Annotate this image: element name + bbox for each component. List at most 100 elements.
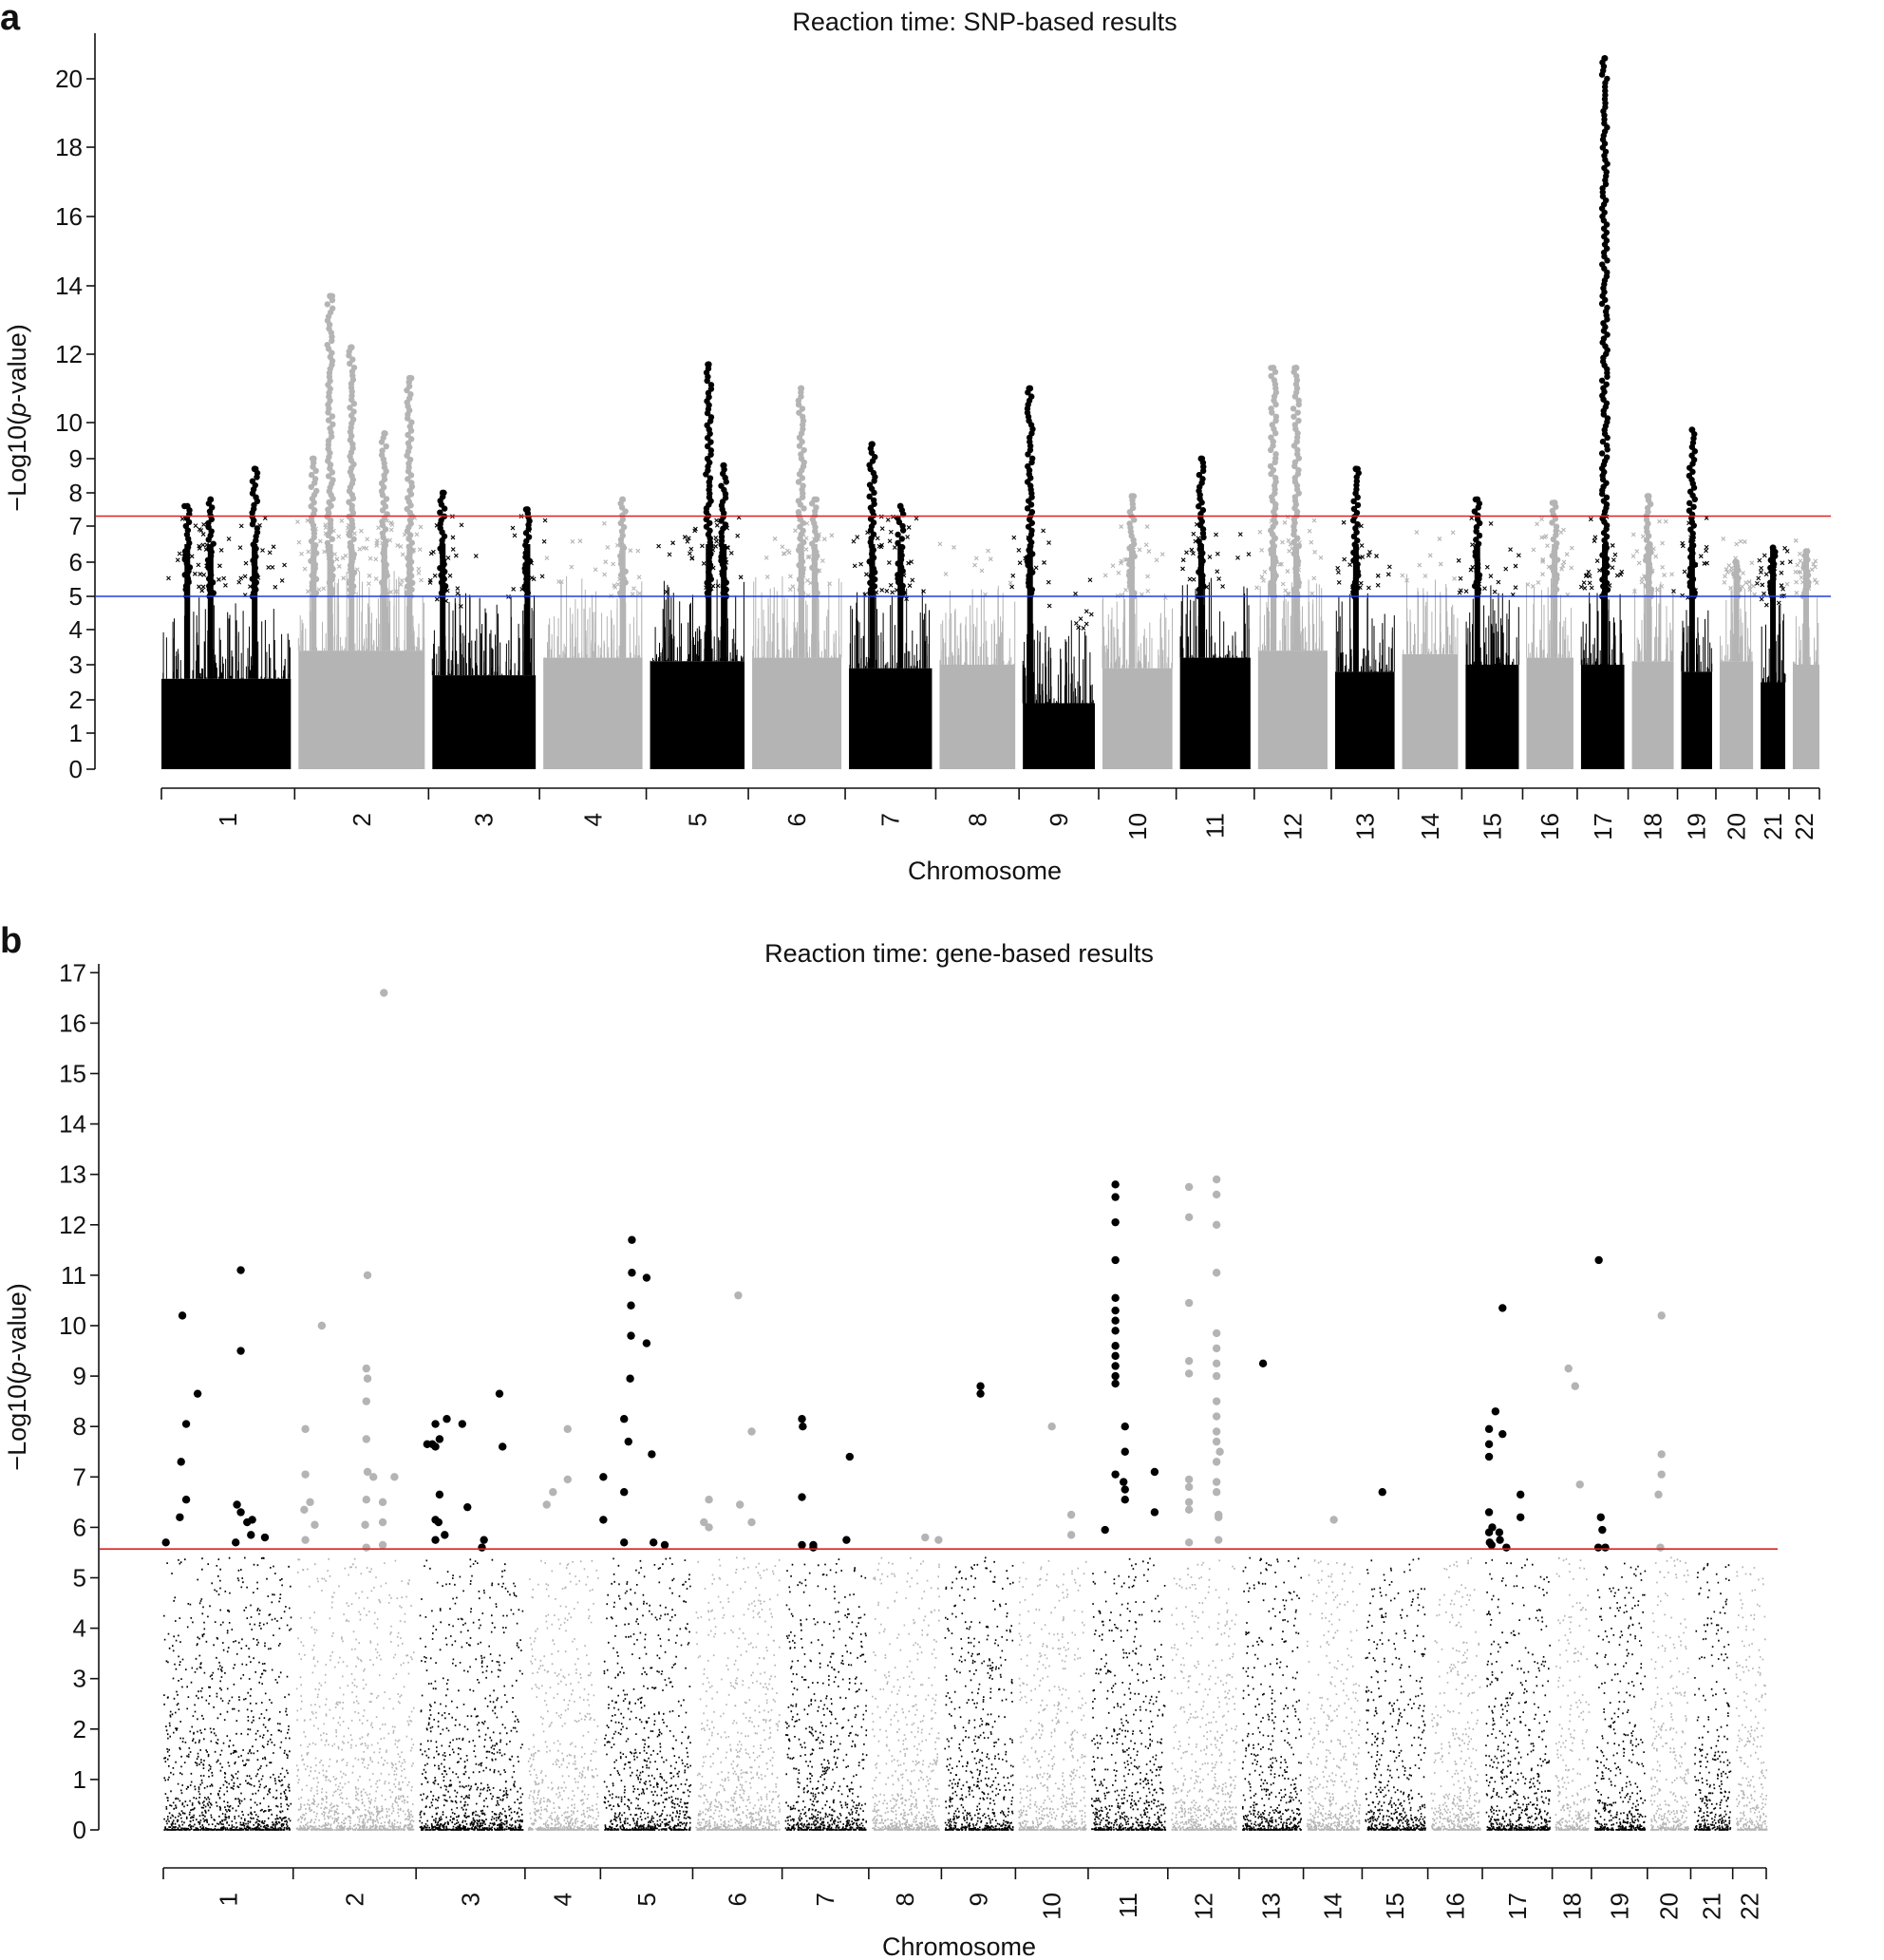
snp-cross [417,547,423,552]
significant-gene-chr-15 [1378,1488,1386,1497]
snp-cross [1705,560,1709,566]
snp-cross [1458,588,1463,594]
snp-cross [1657,518,1662,524]
peak-chr-2 [295,455,335,651]
chr-18-dense-snps [1631,661,1674,769]
snp-cross [1027,540,1032,546]
peak-tower [869,544,876,669]
snp-cross [1636,560,1642,566]
significant-gene-chr-19 [1601,1543,1610,1552]
peak-top-snp [1128,493,1136,499]
peak-top-snp [183,502,191,510]
snp-cross [1660,540,1665,546]
significant-gene-chr-18 [1571,1382,1579,1390]
snp-cross [1630,554,1636,559]
snp-cross [1586,569,1592,575]
chr-18-genes [1554,1556,1591,1831]
snp-cross [1081,626,1086,631]
snp-cross [1359,523,1364,529]
snp-cross [1612,552,1618,557]
snp-cross [1813,558,1818,564]
peak-top-snp [896,502,904,510]
snp-cross [1293,539,1299,545]
panel-a-x-tick-label: 4 [578,813,607,826]
snp-cross [816,537,821,541]
snp-cross [874,590,879,595]
panel-a-y-label-italic: p [3,403,31,418]
peak-snp [329,305,336,311]
panel-a-threshold-lines [96,515,1831,597]
snp-cross [715,583,721,589]
snp-cross [782,551,786,556]
snp-cross [218,547,224,553]
panel-a-y-tick-label: 7 [69,512,83,540]
peak-snp [309,579,316,586]
snp-cross [1123,587,1128,593]
snp-cross [1073,591,1078,596]
peak-top-snp [1197,455,1205,462]
significant-gene-chr-11 [1121,1485,1129,1494]
significant-gene-chr-1 [161,1538,170,1547]
panel-a-x-tick-label: 1 [214,813,242,826]
significant-gene-chr-2 [363,1467,372,1477]
peak-snp [795,498,802,504]
peak-snp [704,455,711,462]
snp-cross [175,557,180,563]
panel-b-y-tick-label: 12 [59,1211,86,1239]
peak-snp [1598,450,1606,457]
peak-snp [209,579,217,586]
snp-cross [529,575,535,580]
snp-cross [1578,584,1584,590]
significant-gene-chr-11 [1119,1478,1128,1486]
peak-top-snp [720,462,727,469]
peak-snp [1686,507,1693,514]
peak-tower [440,544,446,676]
snp-cross [973,556,979,561]
peak-snp [350,536,357,542]
snp-cross [1474,516,1479,521]
snp-cross [636,575,642,580]
peak-snp [813,504,820,511]
peak-snp [1686,565,1694,572]
snp-cross [713,543,719,549]
significant-gene-chr-8 [921,1533,930,1542]
snp-cross [1660,564,1666,570]
significant-gene-chr-11 [1111,1362,1120,1370]
chr-6-genes [695,1556,782,1831]
snp-cross [321,586,327,592]
snp-cross [803,547,809,552]
snp-cross [1669,572,1674,577]
significant-gene-chr-4 [549,1488,557,1497]
snp-cross [374,543,380,548]
significant-gene-chr-1 [260,1533,270,1542]
snp-cross [1414,530,1420,535]
peak-snp [1688,452,1695,459]
significant-gene-chr-12 [1184,1213,1194,1222]
peak-snp [330,421,336,428]
snp-cross [612,584,618,590]
snp-cross [1780,586,1785,592]
peak-snp [707,447,715,454]
snp-cross [1747,584,1753,590]
significant-gene-chr-12 [1212,1220,1221,1230]
snp-cross [1614,573,1620,578]
snp-cross [311,530,317,535]
peak-snp [308,471,315,479]
significant-gene-chr-5 [660,1540,669,1550]
peak-snp [797,543,803,550]
snp-cross [238,523,244,529]
snp-cross [787,587,793,593]
snp-cross [1691,533,1696,537]
peak-chr-17 [1583,55,1625,665]
peak-snp [1199,507,1207,514]
snp-cross [664,589,669,594]
snp-cross [1254,585,1259,591]
snp-cross [708,586,714,592]
snp-cross [357,546,363,552]
snp-cross [330,528,336,534]
snp-cross [772,536,778,541]
snp-cross [1215,551,1220,556]
peak-snp [1272,413,1280,420]
snp-cross [367,573,372,578]
panel-b-x-axis-label: Chromosome [882,1932,1036,1960]
